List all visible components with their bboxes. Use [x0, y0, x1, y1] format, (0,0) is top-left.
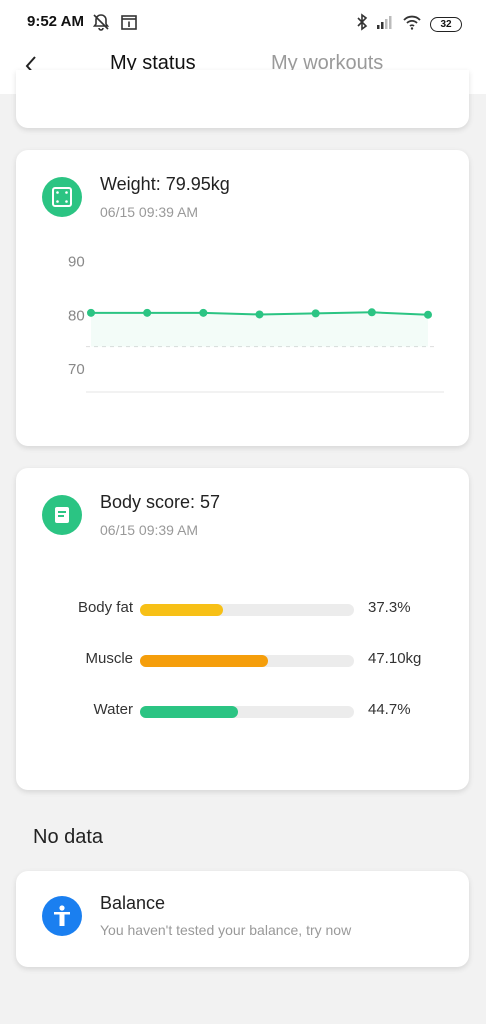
y-tick-label: 90: [68, 254, 85, 271]
person-balance-icon: [42, 896, 82, 936]
water-label: Water: [93, 701, 133, 718]
document-icon: [42, 495, 82, 535]
weight-card[interactable]: Weight: 79.95kg 06/15 09:39 AM 90 80 70: [16, 150, 469, 446]
y-tick-label: 80: [68, 307, 85, 324]
wifi-icon: [402, 14, 422, 35]
muscle-fill: [140, 655, 269, 667]
battery-icon: 32: [430, 17, 462, 32]
weight-title: Weight: 79.95kg: [100, 174, 230, 194]
weight-data-point: [87, 308, 95, 317]
bluetooth-icon: [356, 13, 368, 36]
status-bar: 9:52 AM 32: [0, 0, 486, 44]
body-fat-fill: [140, 604, 224, 616]
muscle-label: Muscle: [85, 650, 133, 667]
body-fat-label: Body fat: [77, 599, 133, 616]
bell-off-icon: [92, 13, 110, 36]
balance-subtitle[interactable]: You haven't tested your balance, try now: [100, 922, 352, 938]
water-row: Water 44.7%: [16, 701, 469, 721]
no-data-heading: No data: [33, 826, 104, 848]
body-score-title: Body score: 57: [100, 492, 221, 512]
scale-icon: [42, 177, 82, 217]
body-fat-track: [140, 604, 354, 616]
body-score-timestamp: 06/15 09:39 AM: [100, 522, 199, 538]
water-value: 44.7%: [368, 701, 411, 718]
partial-card: [16, 70, 469, 128]
weight-timestamp: 06/15 09:39 AM: [100, 204, 199, 220]
tab-my-workouts[interactable]: My workouts: [271, 52, 384, 74]
y-tick-label: 70: [68, 361, 85, 378]
weight-data-point: [143, 308, 152, 317]
tab-my-status[interactable]: My status: [110, 52, 196, 74]
status-time: 9:52 AM: [27, 13, 84, 30]
water-fill: [140, 706, 239, 718]
balance-title: Balance: [100, 893, 166, 913]
weight-data-point: [255, 310, 264, 319]
calendar-icon: [120, 13, 138, 36]
weight-data-point: [311, 309, 320, 318]
chart-area: [91, 312, 428, 347]
muscle-row: Muscle 47.10kg: [16, 650, 469, 670]
muscle-track: [140, 655, 354, 667]
weight-chart: 90 80 70: [68, 254, 444, 393]
balance-card[interactable]: Balance You haven't tested your balance,…: [16, 871, 469, 967]
water-track: [140, 706, 354, 718]
body-fat-value: 37.3%: [368, 599, 411, 616]
weight-data-point: [367, 308, 376, 317]
weight-data-point: [199, 308, 208, 317]
signal-icon: [376, 14, 394, 35]
weight-data-point: [424, 310, 432, 319]
body-fat-row: Body fat 37.3%: [16, 599, 469, 619]
muscle-value: 47.10kg: [368, 650, 422, 667]
body-score-card[interactable]: Body score: 57 06/15 09:39 AM Body fat 3…: [16, 468, 469, 790]
